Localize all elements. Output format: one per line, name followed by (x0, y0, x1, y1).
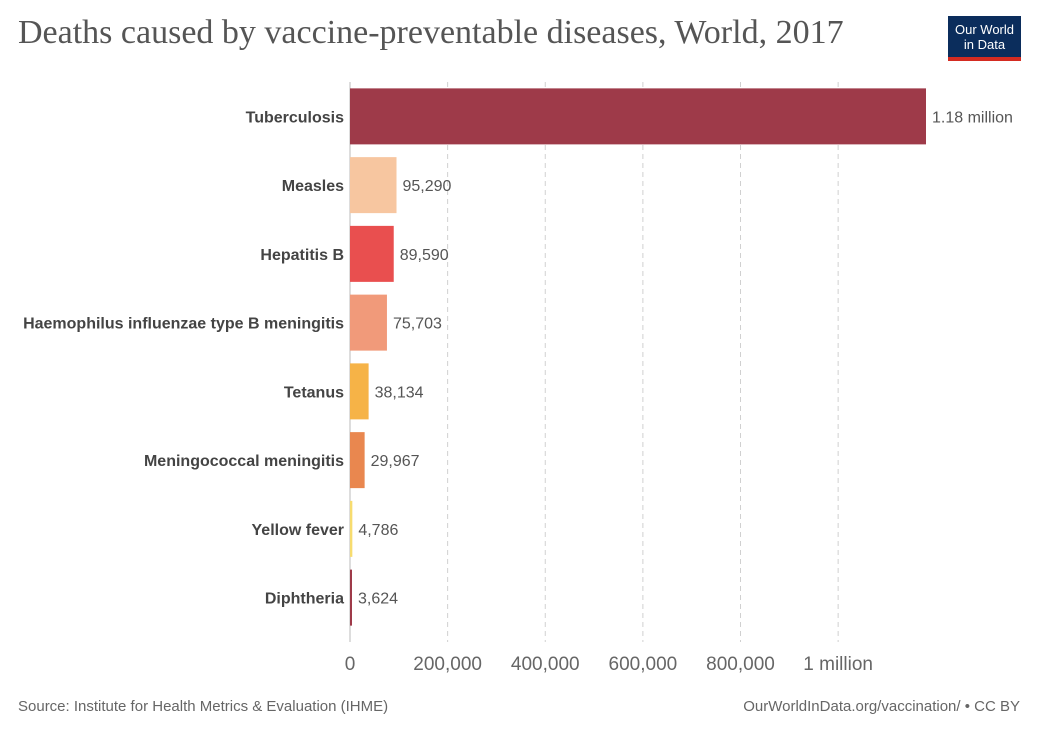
value-label: 38,134 (375, 384, 424, 401)
value-label: 3,624 (358, 591, 398, 608)
value-label: 1.18 million (932, 109, 1013, 126)
owid-logo[interactable]: Our World in Data (948, 16, 1021, 61)
bar (350, 225, 394, 282)
bar (350, 500, 353, 557)
chart-title: Deaths caused by vaccine-preventable dis… (18, 14, 844, 51)
x-tick-label: 1 million (803, 654, 873, 675)
bar (350, 569, 352, 626)
bar (350, 363, 369, 420)
x-tick-label: 0 (345, 654, 356, 675)
bar (350, 157, 397, 214)
category-label: Tuberculosis (246, 109, 344, 126)
x-tick-label: 200,000 (413, 654, 482, 675)
category-label: Measles (282, 178, 344, 195)
value-label: 29,967 (371, 453, 420, 470)
value-label: 89,590 (400, 247, 449, 264)
logo-line-2: in Data (963, 37, 1006, 52)
category-label: Yellow fever (252, 522, 345, 539)
category-label: Haemophilus influenzae type B meningitis (23, 316, 344, 333)
category-label: Tetanus (284, 384, 344, 401)
source-note: Source: Institute for Health Metrics & E… (18, 698, 389, 715)
bar (350, 88, 926, 145)
logo-line-1: Our World (955, 22, 1014, 37)
value-label: 95,290 (403, 178, 452, 195)
value-label: 75,703 (393, 316, 442, 333)
category-label: Diphtheria (265, 591, 344, 608)
credit-link[interactable]: OurWorldInData.org/vaccination/ • CC BY (743, 698, 1020, 715)
bar (350, 432, 365, 489)
value-label: 4,786 (358, 522, 398, 539)
x-tick-label: 800,000 (706, 654, 775, 675)
x-tick-label: 600,000 (609, 654, 678, 675)
category-label: Hepatitis B (260, 247, 344, 264)
category-label: Meningococcal meningitis (144, 453, 344, 470)
x-tick-label: 400,000 (511, 654, 580, 675)
bar (350, 294, 387, 351)
